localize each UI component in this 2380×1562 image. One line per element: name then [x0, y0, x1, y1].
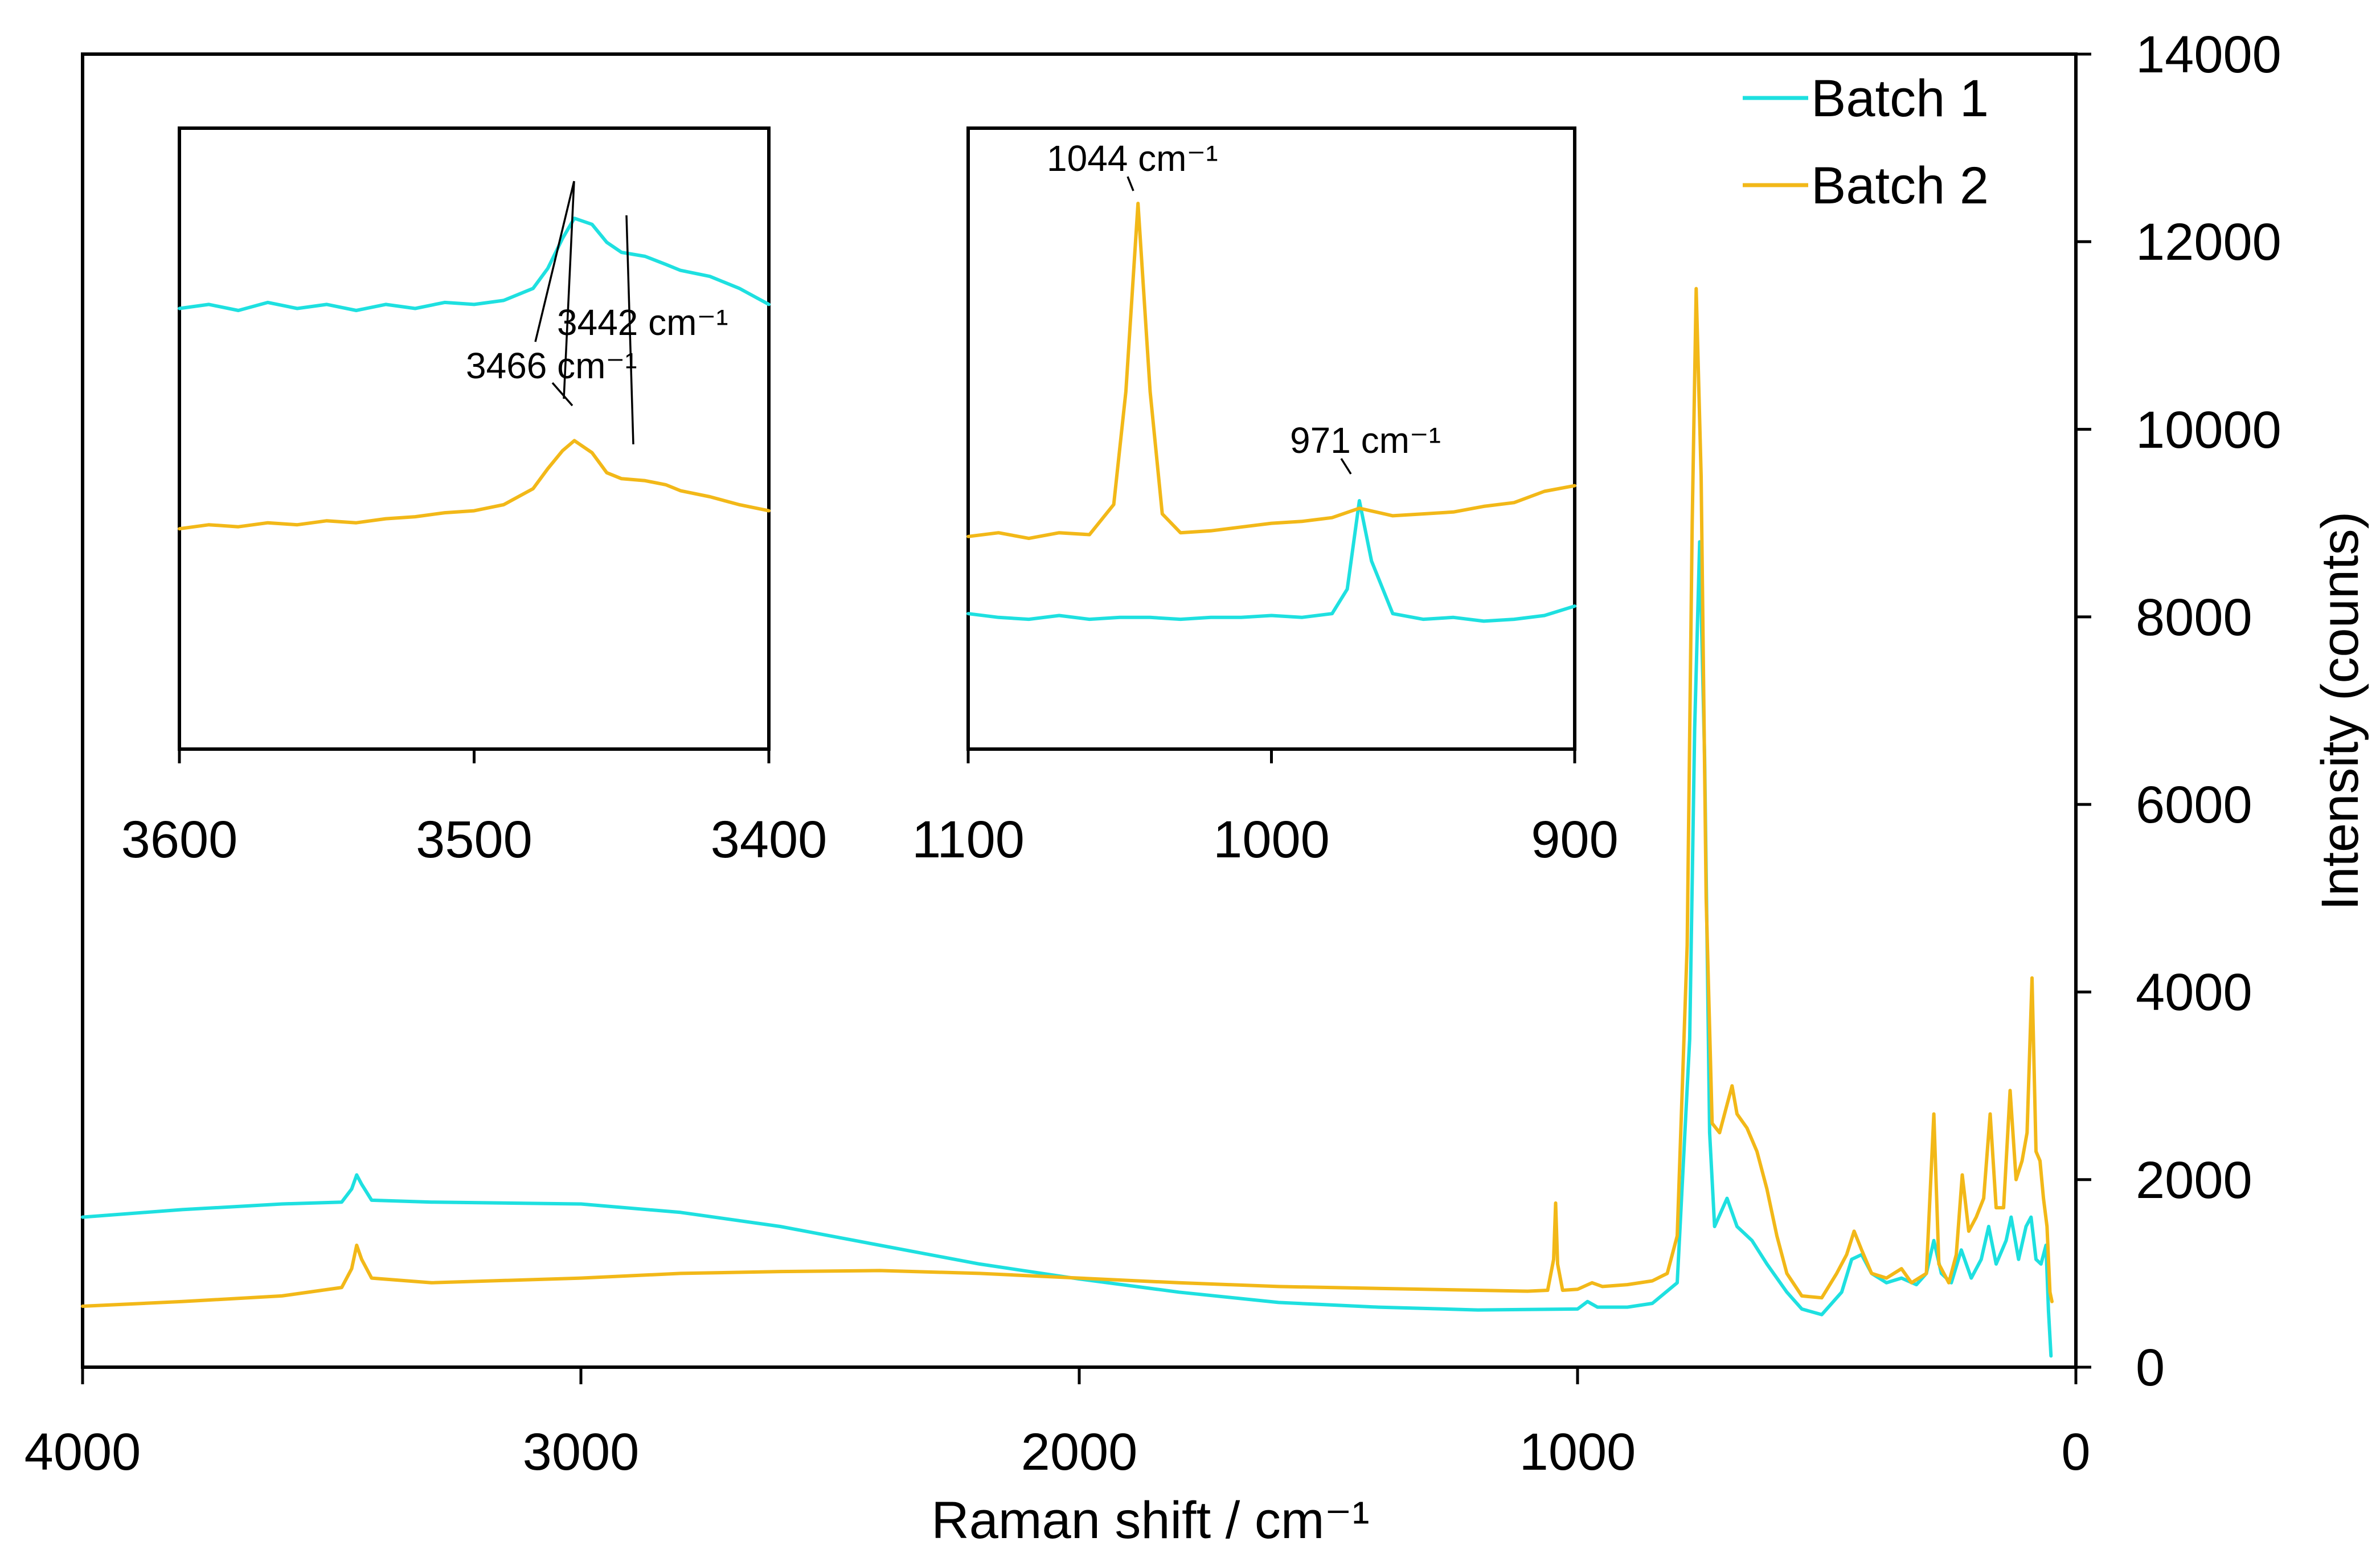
x-tick-label: 1000 [1519, 1423, 1636, 1481]
inset-right-frame [966, 126, 1576, 751]
inset-right-panel: 1100 1000 900 1044 cm⁻¹ 971 cm⁻¹ [912, 126, 1619, 869]
y-axis-title: Intensity (counts) [2311, 512, 2369, 911]
inset-right-x-tick-label: 900 [1531, 811, 1619, 869]
annotation-1044: 1044 cm⁻¹ [1047, 138, 1218, 179]
inset-right-series-batch-2 [966, 202, 1576, 541]
inset-left-panel: 3600 3500 3400 3442 cm⁻¹ 3466 cm⁻¹ [121, 126, 828, 869]
x-axis: 4000 3000 2000 1000 0 Raman shift / cm⁻¹ [24, 1367, 2091, 1549]
inset-right-x-tick-label: 1100 [912, 811, 1025, 869]
series-line-batch-2 [81, 287, 2054, 1308]
legend-label-batch-1: Batch 1 [1811, 69, 1989, 128]
inset-left-x-tick-label: 3500 [416, 811, 532, 869]
inset-left-series-batch-1 [178, 216, 771, 312]
main-plot-frame [81, 52, 2078, 1369]
inset-left-series-batch-2 [178, 439, 771, 531]
series-line-batch-1 [81, 540, 2053, 1358]
annotation-leader-971 [1340, 458, 1352, 475]
inset-right-series-batch-1 [966, 499, 1576, 623]
y-tick-label: 2000 [2136, 1151, 2252, 1209]
annotation-leader-3442 [625, 215, 634, 445]
x-tick-label: 0 [2061, 1423, 2090, 1481]
x-tick-label: 4000 [24, 1423, 141, 1481]
annotation-leader-3466-lower [563, 181, 575, 399]
annotation-leader-3466-tick [551, 382, 574, 407]
main-series-group [81, 287, 2054, 1358]
y-tick-label: 0 [2136, 1339, 2165, 1397]
legend: Batch 1 Batch 2 [1743, 69, 1989, 215]
x-axis-title: Raman shift / cm⁻¹ [931, 1491, 1369, 1549]
inset-left-frame [178, 126, 771, 751]
y-tick-label: 8000 [2136, 588, 2252, 647]
y-axis: 0 2000 4000 6000 8000 10000 12000 14000 … [2076, 26, 2369, 1397]
annotation-3442: 3442 cm⁻¹ [557, 302, 728, 343]
annotation-leader-1044 [1126, 176, 1134, 191]
x-tick-label: 3000 [523, 1423, 640, 1481]
y-tick-label: 6000 [2136, 776, 2252, 834]
y-tick-label: 12000 [2136, 213, 2281, 271]
inset-right-x-tick-label: 1000 [1213, 811, 1330, 869]
y-tick-label: 14000 [2136, 26, 2281, 84]
annotation-3466: 3466 cm⁻¹ [466, 345, 637, 386]
annotation-971: 971 cm⁻¹ [1290, 420, 1441, 461]
inset-left-x-tick-label: 3400 [711, 811, 828, 869]
legend-label-batch-2: Batch 2 [1811, 157, 1989, 215]
y-tick-label: 10000 [2136, 401, 2281, 459]
x-tick-label: 2000 [1021, 1423, 1138, 1481]
inset-left-x-tick-label: 3600 [121, 811, 238, 869]
annotation-leader-3466-upper [534, 181, 575, 342]
y-tick-label: 4000 [2136, 963, 2252, 1021]
